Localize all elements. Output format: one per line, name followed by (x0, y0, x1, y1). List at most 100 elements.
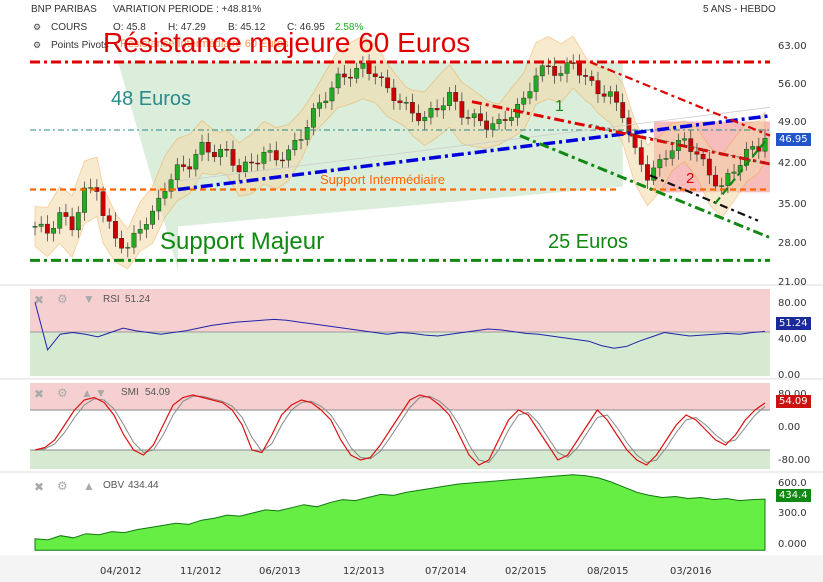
candle-body (731, 171, 737, 174)
period-label[interactable]: 5 ANS - HEBDO (703, 4, 776, 15)
bollinger-band (34, 35, 766, 270)
candle-body (601, 93, 607, 97)
candle-body (143, 224, 149, 230)
candle-body (150, 210, 155, 225)
rising-channel-line (714, 140, 766, 205)
arrow-up-icon[interactable]: ▲ (81, 386, 93, 400)
pivot-gear-icon[interactable]: ⚙ (33, 40, 42, 50)
candle-body (224, 149, 230, 151)
candle-body (267, 150, 273, 153)
rsi-label: RSI (103, 294, 120, 305)
smi-badge: 54.09 (776, 395, 811, 408)
close-icon[interactable]: ✖ (34, 387, 45, 401)
candle-body (304, 127, 310, 140)
candle-body (125, 246, 131, 249)
candle-body (168, 179, 174, 192)
candle-body (484, 120, 490, 130)
candle-body (261, 152, 267, 164)
candle-body (527, 91, 533, 99)
candle-body (447, 92, 452, 106)
candle-body (397, 100, 403, 104)
candle-body (113, 221, 118, 239)
candle-body (669, 150, 675, 159)
candle-body (69, 216, 75, 231)
x-tick: 08/2015 (587, 566, 629, 577)
x-axis-bg (0, 555, 823, 582)
close-icon[interactable]: ✖ (34, 293, 45, 307)
candle-body (323, 100, 329, 104)
candle-body (403, 102, 409, 104)
candle-body (212, 151, 217, 158)
candle-body (589, 76, 595, 81)
candle-body (496, 119, 502, 124)
candle-body (242, 161, 248, 173)
obv-value: 434.44 (128, 480, 159, 491)
candle-body (63, 212, 69, 217)
obv-area (34, 474, 766, 551)
candle-body (181, 164, 186, 167)
pivots-label[interactable]: Points Pivots (51, 40, 109, 51)
candle-body (682, 138, 687, 141)
candle-body (379, 76, 384, 79)
x-tick: 11/2012 (180, 566, 222, 577)
candle-body (663, 158, 669, 160)
arrow-down-icon[interactable]: ▼ (83, 292, 95, 306)
candle-body (620, 102, 626, 119)
candle-body (583, 75, 588, 77)
dashed-guide (589, 123, 771, 165)
candle-body (440, 105, 446, 111)
candle-body (465, 117, 471, 119)
smi-lower-band (30, 450, 770, 469)
obv-tick: 600.0 (778, 478, 807, 489)
candle-body (106, 215, 112, 222)
candle-body (614, 91, 619, 103)
arrow-down-icon[interactable]: ▼ (95, 386, 107, 400)
obv-label: OBV (103, 480, 125, 491)
candle-body (651, 167, 657, 181)
candle-body (82, 187, 87, 213)
gear-icon[interactable]: ⚙ (57, 386, 68, 400)
smi-tick: -80.00 (778, 455, 811, 466)
black-trend-line (649, 174, 759, 222)
candle-body (422, 117, 428, 122)
close-value: C: 46.95 (287, 22, 325, 33)
x-tick: 12/2013 (343, 566, 385, 577)
x-tick: 03/2016 (670, 566, 712, 577)
candle-body (409, 102, 415, 114)
candle-body (385, 77, 391, 89)
rsi-tick: 40.00 (778, 334, 807, 345)
candle-body (725, 173, 731, 186)
cours-label: COURS (51, 22, 88, 33)
gear-icon[interactable]: ⚙ (33, 22, 42, 32)
candle-body (292, 140, 298, 151)
rsi-value: 51.24 (125, 294, 151, 305)
price-tick: 21.00 (778, 277, 807, 285)
candle-body (508, 117, 514, 121)
gear-icon[interactable]: ⚙ (57, 479, 68, 493)
candle-body (156, 197, 162, 212)
candle-body (700, 154, 706, 160)
candle-body (645, 164, 650, 181)
candle-body (174, 164, 180, 180)
change-value: 2.58% (335, 22, 364, 33)
rsi-oversold-band (30, 332, 770, 376)
candle-body (348, 76, 353, 79)
rsi-overbought-band (30, 289, 770, 332)
x-tick: 06/2013 (259, 566, 301, 577)
close-icon[interactable]: ✖ (34, 480, 45, 494)
candle-body (44, 223, 50, 234)
candle-body (416, 112, 421, 122)
x-tick: 07/2014 (425, 566, 467, 577)
level-48-label: 48 Euros (111, 88, 192, 110)
candle-body (558, 73, 564, 76)
candle-body (162, 191, 168, 199)
gear-icon[interactable]: ⚙ (57, 292, 68, 306)
variation-label: VARIATION PERIODE : +48.81% (113, 4, 262, 15)
candle-body (688, 138, 694, 152)
arrow-up-icon[interactable]: ▲ (83, 479, 95, 493)
candle-body (595, 80, 601, 95)
candle-body (521, 97, 527, 105)
candle-body (372, 73, 378, 78)
candle-body (453, 92, 459, 102)
